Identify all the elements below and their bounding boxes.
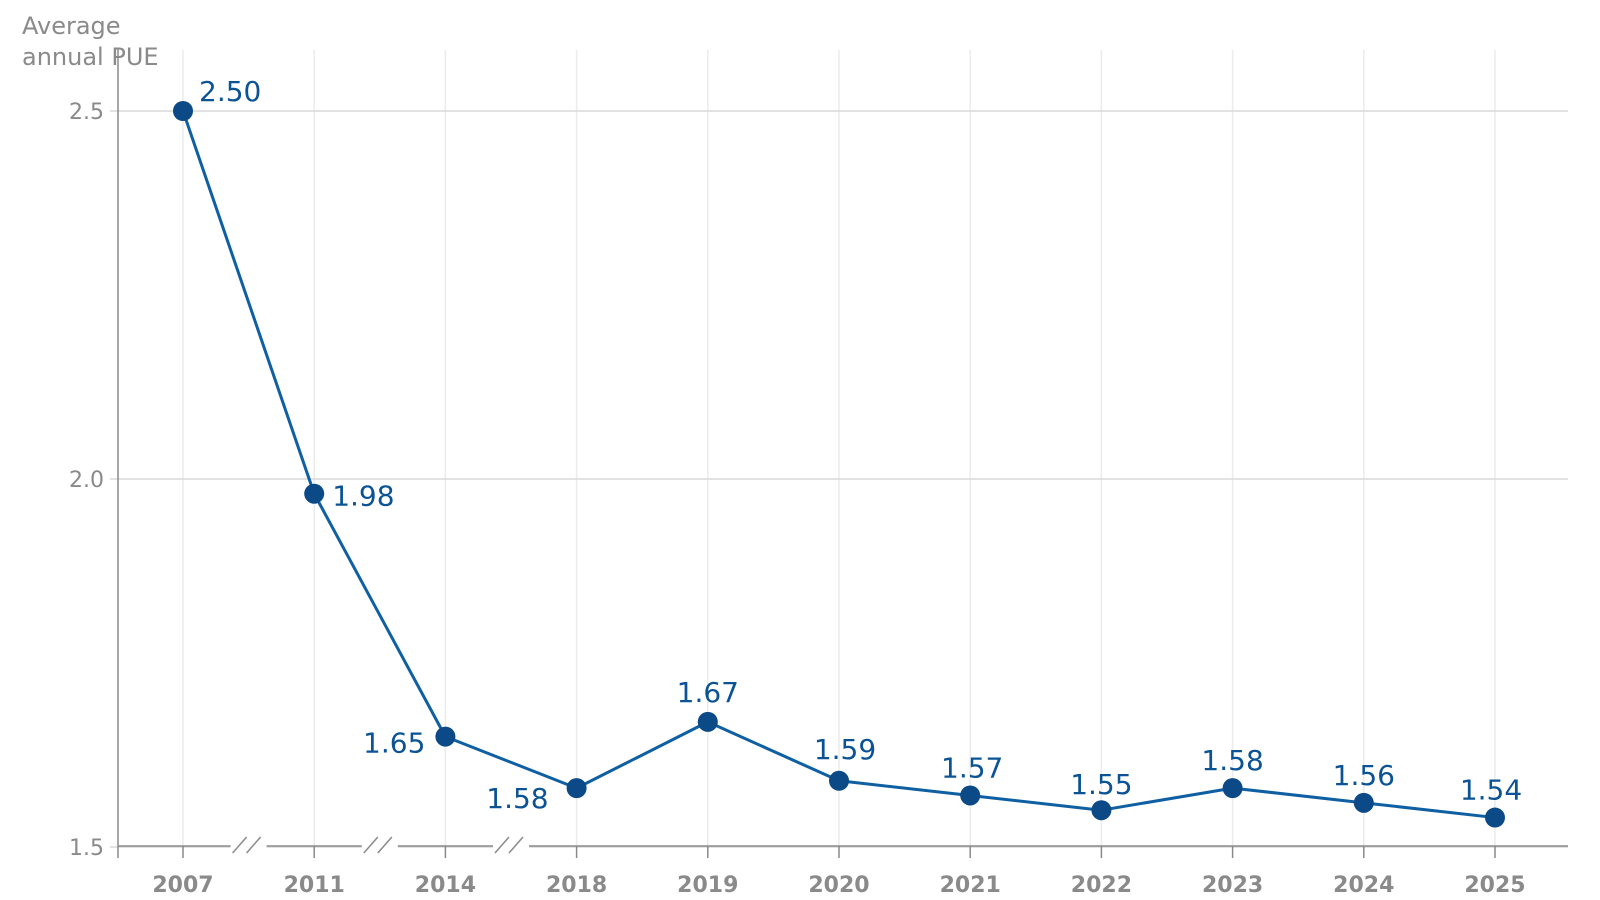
x-tick-label: 2023 — [1202, 873, 1263, 898]
vertical-gridlines — [182, 50, 1496, 846]
axis-break-mark — [361, 836, 398, 854]
data-point — [697, 711, 718, 732]
x-tick-label: 2007 — [152, 873, 213, 898]
axes — [117, 48, 1568, 858]
data-label: 2.50 — [199, 75, 261, 108]
x-tick-label: 2018 — [546, 873, 607, 898]
data-point — [304, 483, 325, 504]
x-tick-label: 2014 — [415, 873, 476, 898]
x-tick-label: 2020 — [808, 873, 869, 898]
y-tick-label: 1.5 — [69, 836, 104, 861]
y-axis-label-line: annual PUE — [22, 43, 159, 71]
y-tick-label: 2.0 — [69, 468, 104, 493]
data-label: 1.67 — [677, 676, 739, 709]
y-tick-label: 2.5 — [69, 100, 104, 125]
data-point — [1091, 800, 1112, 821]
data-point — [1353, 792, 1374, 813]
x-tick-label: 2022 — [1071, 873, 1132, 898]
data-point — [829, 770, 849, 791]
data-point — [566, 778, 587, 799]
data-points — [173, 101, 1505, 828]
data-point — [1485, 807, 1505, 828]
x-tick-labels: 2007 2011 2014 2018 2019 2020 2021 2022 2023 2024… — [152, 873, 1525, 898]
data-label: 1.55 — [1070, 768, 1132, 801]
data-point — [173, 101, 193, 121]
axis-break-mark — [493, 836, 529, 854]
x-tick-label: 2024 — [1333, 873, 1394, 898]
data-label: 1.65 — [363, 727, 425, 760]
data-point — [1222, 778, 1243, 799]
axis-break-marks — [230, 836, 529, 854]
axis-break-mark — [230, 836, 267, 854]
data-point — [435, 726, 456, 747]
data-label: 1.98 — [332, 480, 394, 513]
x-tick-label: 2011 — [284, 873, 345, 898]
y-tick-labels: 2.5 2.0 1.5 — [69, 100, 104, 861]
data-label: 1.58 — [1201, 744, 1263, 777]
data-labels: 2.50 1.98 1.65 1.58 1.67 1.59 1.57 1.55 1.58 1.56… — [199, 75, 1522, 815]
data-point — [960, 785, 981, 806]
data-label: 1.54 — [1460, 774, 1522, 807]
x-tick-label: 2021 — [940, 873, 1001, 898]
data-label: 1.58 — [486, 782, 548, 815]
x-tick-label: 2025 — [1464, 873, 1525, 898]
x-tick-label: 2019 — [677, 873, 738, 898]
data-label: 1.57 — [941, 751, 1003, 784]
y-axis-label-line: Average — [22, 12, 121, 40]
y-axis-label: Average annual PUE — [22, 12, 159, 71]
data-label: 1.56 — [1333, 759, 1395, 792]
data-label: 1.59 — [814, 733, 876, 766]
